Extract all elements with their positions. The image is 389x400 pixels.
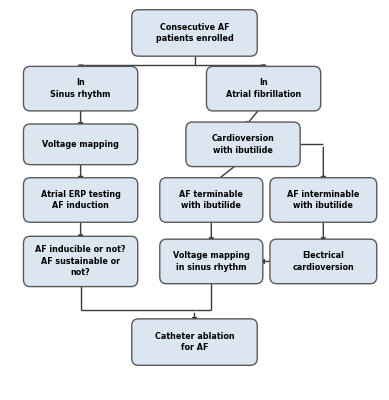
- Text: Voltage mapping: Voltage mapping: [42, 140, 119, 149]
- Text: Atrial ERP testing
AF induction: Atrial ERP testing AF induction: [41, 190, 121, 210]
- Text: Electrical
cardioversion: Electrical cardioversion: [293, 251, 354, 272]
- Text: In
Atrial fibrillation: In Atrial fibrillation: [226, 78, 301, 99]
- FancyBboxPatch shape: [270, 239, 377, 284]
- FancyBboxPatch shape: [186, 122, 300, 166]
- Text: AF inducible or not?
AF sustainable or
not?: AF inducible or not? AF sustainable or n…: [35, 246, 126, 277]
- FancyBboxPatch shape: [23, 178, 138, 222]
- FancyBboxPatch shape: [132, 10, 257, 56]
- Text: AF terminable
with ibutilide: AF terminable with ibutilide: [179, 190, 243, 210]
- FancyBboxPatch shape: [23, 124, 138, 165]
- Text: Voltage mapping
in sinus rhythm: Voltage mapping in sinus rhythm: [173, 251, 250, 272]
- FancyBboxPatch shape: [23, 236, 138, 286]
- Text: Cardioversion
with ibutilide: Cardioversion with ibutilide: [212, 134, 275, 154]
- FancyBboxPatch shape: [160, 239, 263, 284]
- FancyBboxPatch shape: [207, 66, 321, 111]
- FancyBboxPatch shape: [270, 178, 377, 222]
- FancyBboxPatch shape: [160, 178, 263, 222]
- Text: AF interminable
with ibutilide: AF interminable with ibutilide: [287, 190, 359, 210]
- FancyBboxPatch shape: [132, 319, 257, 365]
- Text: Consecutive AF
patients enrolled: Consecutive AF patients enrolled: [156, 23, 233, 43]
- FancyBboxPatch shape: [23, 66, 138, 111]
- Text: Catheter ablation
for AF: Catheter ablation for AF: [155, 332, 234, 352]
- Text: In
Sinus rhythm: In Sinus rhythm: [51, 78, 111, 99]
